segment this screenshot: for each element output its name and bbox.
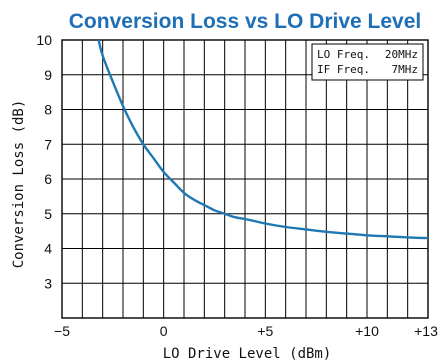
- legend-if-value: 7MHz: [392, 63, 419, 76]
- y-tick-label: 7: [44, 136, 52, 152]
- x-tick-label: +13: [414, 323, 438, 339]
- x-axis-label: LO Drive Level (dBm): [163, 346, 332, 362]
- x-tick-label: 0: [160, 323, 168, 339]
- x-tick-labels: −5 0 +5 +10 +13: [54, 323, 438, 339]
- legend-box: [311, 43, 424, 81]
- legend-lo-value: 20MHz: [385, 48, 418, 61]
- y-tick-label: 10: [36, 32, 52, 48]
- series-layer: [97, 39, 429, 240]
- grid: [61, 39, 429, 319]
- y-tick-label: 5: [44, 206, 52, 222]
- legend-if-label: IF Freq.: [317, 63, 370, 76]
- y-tick-label: 6: [44, 171, 52, 187]
- x-tick-label: +10: [355, 323, 379, 339]
- y-axis-label: Conversion Loss (dB): [11, 100, 27, 269]
- y-tick-label: 4: [44, 241, 52, 257]
- y-tick-label: 8: [44, 102, 52, 118]
- legend: LO Freq. 20MHz IF Freq. 7MHz: [311, 43, 424, 81]
- x-tick-label: −5: [54, 323, 70, 339]
- plot-frame: [61, 39, 429, 319]
- y-tick-label: 9: [44, 67, 52, 83]
- y-tick-label: 3: [44, 275, 52, 291]
- legend-lo-label: LO Freq.: [317, 48, 370, 61]
- series-line: [97, 39, 429, 240]
- x-tick-label: +5: [257, 323, 273, 339]
- chart-title: Conversion Loss vs LO Drive Level: [69, 10, 421, 33]
- y-tick-labels: 3 4 5 6 7 8 9 10: [36, 32, 52, 291]
